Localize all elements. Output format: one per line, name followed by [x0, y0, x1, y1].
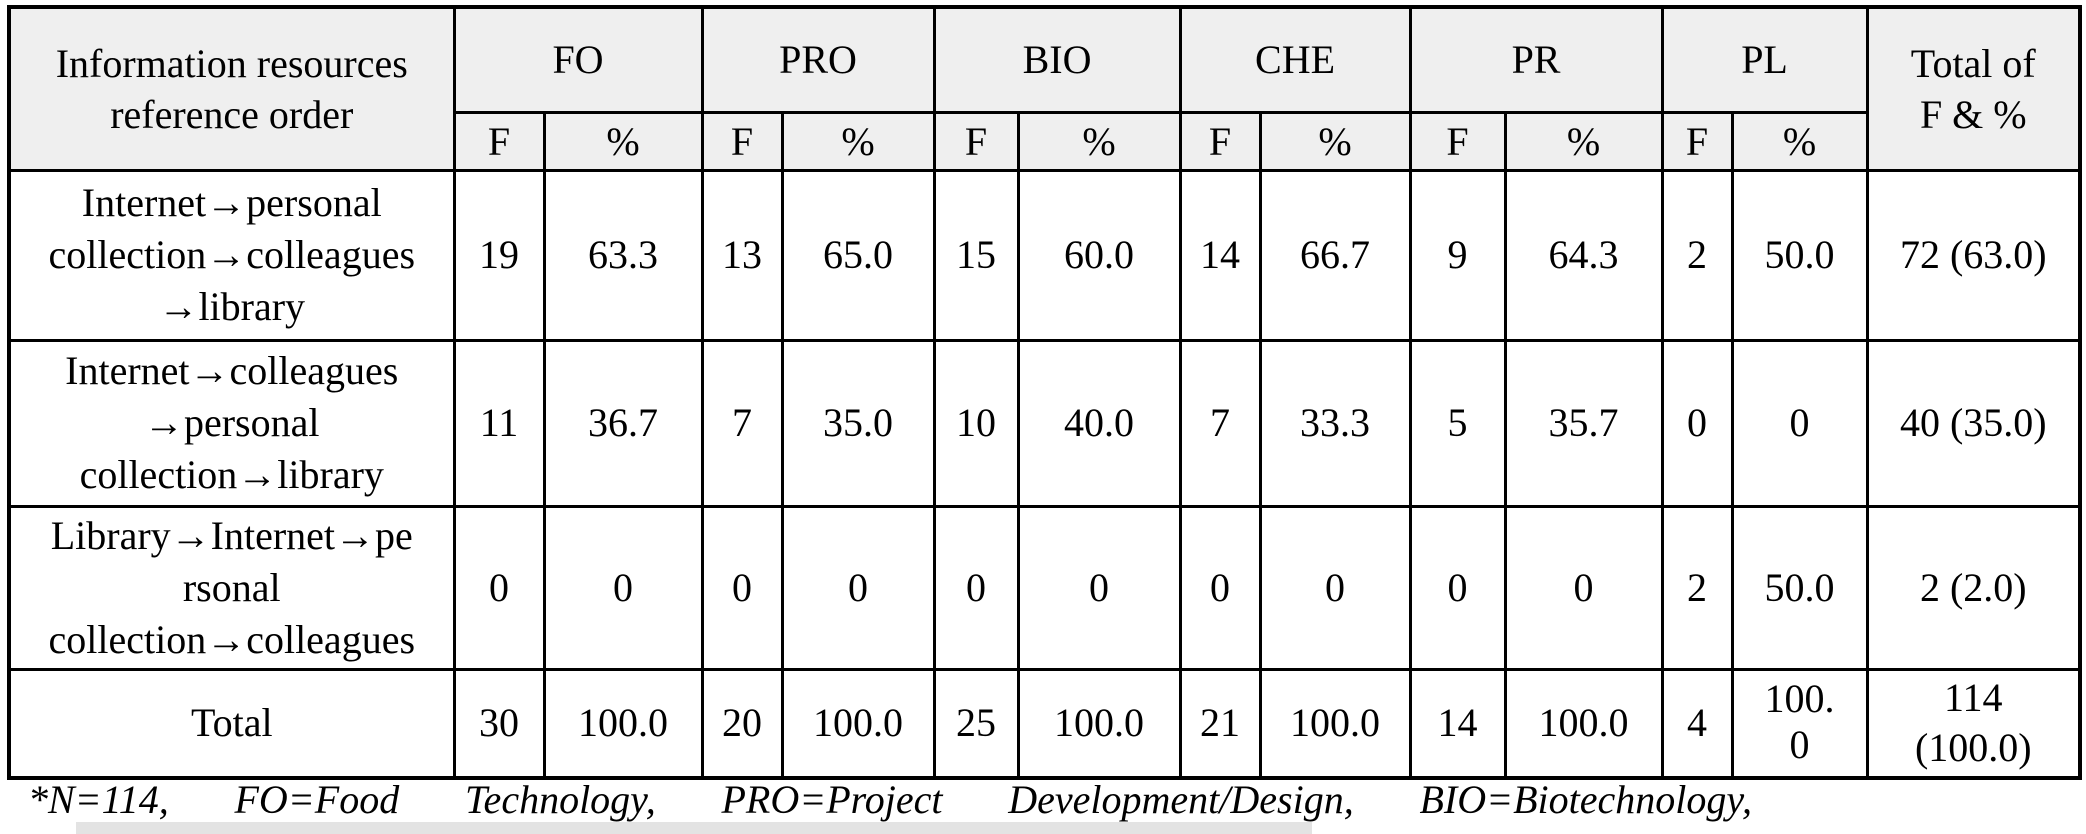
group-header-pro: PRO	[700, 5, 936, 114]
row-total-cell: 2 (2.0)	[1865, 504, 2082, 671]
sub-header-pct: %	[1258, 110, 1412, 172]
footnote-word: Technology,	[464, 777, 656, 822]
footnote-word: PRO=Project	[721, 777, 943, 822]
data-cell: 0	[1408, 504, 1507, 671]
footnote-word: Development/Design,	[1008, 777, 1354, 822]
sub-header-f: F	[452, 110, 546, 172]
table-footnote: *N=114, FO=Food Technology, PRO=Project Deve…	[28, 776, 1752, 823]
footnote-word: BIO=Biotechnology,	[1419, 777, 1752, 822]
data-cell: 7	[700, 338, 784, 508]
sub-header-pct: %	[1016, 110, 1182, 172]
total-value: 114 (100.0)	[1914, 674, 2032, 770]
data-cell: 35.7	[1503, 338, 1664, 508]
group-header-fo: FO	[452, 5, 704, 114]
data-cell: 2	[1660, 504, 1734, 671]
data-cell: 0	[542, 504, 704, 671]
data-cell: 0	[1503, 504, 1664, 671]
data-cell: 4	[1660, 667, 1734, 780]
footnote-word: *N=114,	[28, 777, 169, 822]
row-total-cell: 114 (100.0)	[1865, 667, 2082, 780]
data-cell: 100.0	[1016, 667, 1182, 780]
data-cell: 35.0	[780, 338, 936, 508]
data-cell: 0	[932, 504, 1020, 671]
sub-header-pct: %	[1503, 110, 1664, 172]
table-header: Information resources reference order FO…	[7, 5, 2082, 172]
data-cell: 100.0	[1258, 667, 1412, 780]
data-cell: 11	[452, 338, 546, 508]
data-cell: 0	[780, 504, 936, 671]
data-cell: 25	[932, 667, 1020, 780]
table-row: Internet→personal collection→colleagues …	[7, 168, 2082, 342]
total-value: 40 (35.0)	[1899, 400, 2047, 446]
data-cell: 2	[1660, 168, 1734, 342]
group-header-pr: PR	[1408, 5, 1664, 114]
data-cell: 50.0	[1730, 168, 1869, 342]
corner-header: Information resources reference order	[7, 5, 456, 172]
cut-off-text-strip	[76, 822, 1312, 834]
reference-order-table: Information resources reference order FO…	[7, 5, 2083, 780]
sub-header-f: F	[1408, 110, 1507, 172]
data-cell: 0	[452, 504, 546, 671]
row-label-cell: Internet→colleagues →personal collection…	[7, 338, 456, 508]
data-cell: 100.0	[542, 667, 704, 780]
data-cell: 100.0	[1730, 667, 1869, 780]
data-cell: 33.3	[1258, 338, 1412, 508]
data-cell: 5	[1408, 338, 1507, 508]
sub-header-f: F	[1178, 110, 1262, 172]
data-cell: 0	[700, 504, 784, 671]
sub-header-pct: %	[542, 110, 704, 172]
sub-header-pct: %	[780, 110, 936, 172]
data-cell: 100.0	[1503, 667, 1664, 780]
data-cell: 0	[1016, 504, 1182, 671]
sub-header-f: F	[1660, 110, 1734, 172]
data-cell: 0	[1178, 504, 1262, 671]
data-cell: 0	[1730, 338, 1869, 508]
data-cell: 50.0	[1730, 504, 1869, 671]
data-cell: 15	[932, 168, 1020, 342]
data-cell: 36.7	[542, 338, 704, 508]
data-cell: 14	[1178, 168, 1262, 342]
row-total-cell: 72 (63.0)	[1865, 168, 2082, 342]
data-cell: 14	[1408, 667, 1507, 780]
data-cell: 20	[700, 667, 784, 780]
table-row: Total 30 100.0 20 100.0 25 100.0 21 100.0 14 100.0…	[7, 667, 2082, 780]
sub-header-pct: %	[1730, 110, 1869, 172]
group-header-bio: BIO	[932, 5, 1182, 114]
row-label-cell: Library→Internet→pe rsonal collection→co…	[7, 504, 456, 671]
data-cell: 0	[1258, 504, 1412, 671]
sub-header-f: F	[932, 110, 1020, 172]
data-cell: 63.3	[542, 168, 704, 342]
data-cell: 64.3	[1503, 168, 1664, 342]
group-header-pl: PL	[1660, 5, 1869, 114]
total-value: 72 (63.0)	[1899, 232, 2047, 278]
data-cell: 30	[452, 667, 546, 780]
data-cell: 60.0	[1016, 168, 1182, 342]
footnote-word: FO=Food	[234, 777, 400, 822]
data-cell: 40.0	[1016, 338, 1182, 508]
data-cell: 19	[452, 168, 546, 342]
data-cell: 0	[1660, 338, 1734, 508]
total-header: Total of F & %	[1865, 5, 2082, 172]
group-header-che: CHE	[1178, 5, 1412, 114]
data-cell: 13	[700, 168, 784, 342]
wrapped-value: 100.0	[1764, 675, 1835, 767]
sub-header-f: F	[700, 110, 784, 172]
data-cell: 65.0	[780, 168, 936, 342]
total-value: 2 (2.0)	[1919, 564, 2027, 610]
data-cell: 7	[1178, 338, 1262, 508]
data-cell: 100.0	[780, 667, 936, 780]
table-row: Internet→colleagues →personal collection…	[7, 338, 2082, 508]
data-cell: 9	[1408, 168, 1507, 342]
data-cell: 66.7	[1258, 168, 1412, 342]
row-label-cell: Total	[7, 667, 456, 780]
data-cell: 10	[932, 338, 1020, 508]
table-body: Internet→personal collection→colleagues …	[7, 168, 2082, 780]
table-row: Library→Internet→pe rsonal collection→co…	[7, 504, 2082, 671]
row-total-cell: 40 (35.0)	[1865, 338, 2082, 508]
data-cell: 21	[1178, 667, 1262, 780]
row-label-cell: Internet→personal collection→colleagues …	[7, 168, 456, 342]
